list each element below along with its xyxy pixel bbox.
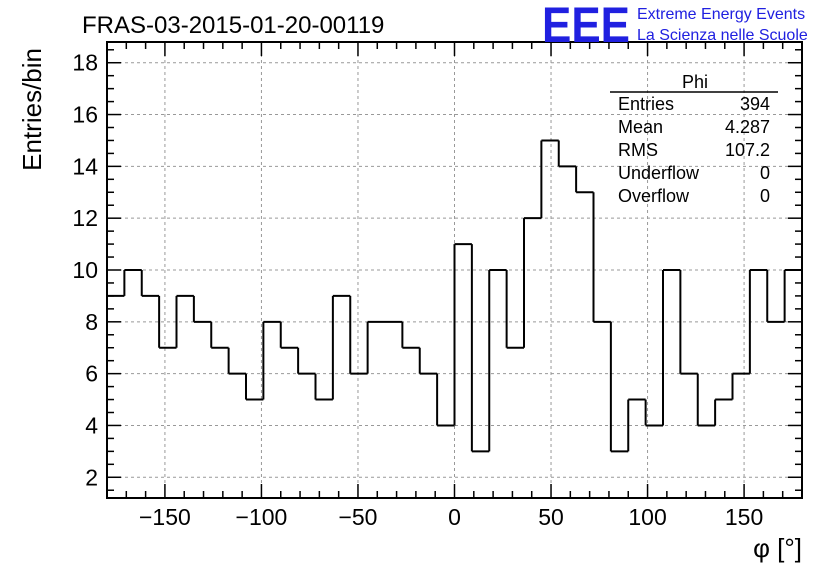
y-tick-label: 16 xyxy=(72,102,98,128)
x-tick-label: 150 xyxy=(725,504,763,530)
chart-title: FRAS-03-2015-01-20-00119 xyxy=(82,12,384,39)
x-tick-label: 100 xyxy=(628,504,666,530)
y-tick-label: 6 xyxy=(85,361,98,387)
axis-ticks xyxy=(106,42,803,498)
x-tick-labels: −150 −100 −50 0 50 100 150 xyxy=(139,504,763,530)
x-tick-label: 0 xyxy=(448,504,461,530)
stats-label: Overflow xyxy=(618,186,690,206)
x-tick-label: −100 xyxy=(236,504,288,530)
x-tick-label: −150 xyxy=(139,504,191,530)
logo-line-1: Extreme Energy Events xyxy=(637,6,805,23)
y-tick-label: 4 xyxy=(85,412,98,438)
stats-value: 107.2 xyxy=(725,140,770,160)
y-tick-label: 10 xyxy=(72,257,98,283)
y-tick-label: 14 xyxy=(72,153,98,179)
y-tick-labels: 2 4 6 8 10 12 14 16 18 xyxy=(72,50,98,491)
logo-letters: EEE xyxy=(542,0,630,53)
y-tick-label: 2 xyxy=(85,464,98,490)
stats-value: 4.287 xyxy=(725,117,770,137)
stats-label: Mean xyxy=(618,117,663,137)
stats-label: Underflow xyxy=(618,163,700,183)
y-tick-label: 12 xyxy=(72,205,98,231)
x-tick-label: −50 xyxy=(338,504,377,530)
stats-value: 394 xyxy=(740,94,770,114)
y-tick-label: 8 xyxy=(85,309,98,335)
stats-label: Entries xyxy=(618,94,674,114)
y-tick-label: 18 xyxy=(72,50,98,76)
stats-box: Phi Entries 394 Mean 4.287 RMS 107.2 Underflow… xyxy=(610,72,778,206)
x-tick-label: 50 xyxy=(538,504,564,530)
stats-value: 0 xyxy=(760,163,770,183)
logo-line-2: La Scienza nelle Scuole xyxy=(637,27,808,44)
x-axis-title: φ [°] xyxy=(753,533,802,563)
stats-label: RMS xyxy=(618,140,658,160)
stats-rows: Entries 394 Mean 4.287 RMS 107.2 Underflow 0 Ove… xyxy=(618,94,770,206)
stats-name: Phi xyxy=(682,72,708,92)
histogram-bins xyxy=(107,139,802,453)
y-axis-title: Entries/bin xyxy=(17,48,47,171)
eee-logo: EEE Extreme Energy Events La Scienza nel… xyxy=(542,0,808,53)
stats-value: 0 xyxy=(760,186,770,206)
